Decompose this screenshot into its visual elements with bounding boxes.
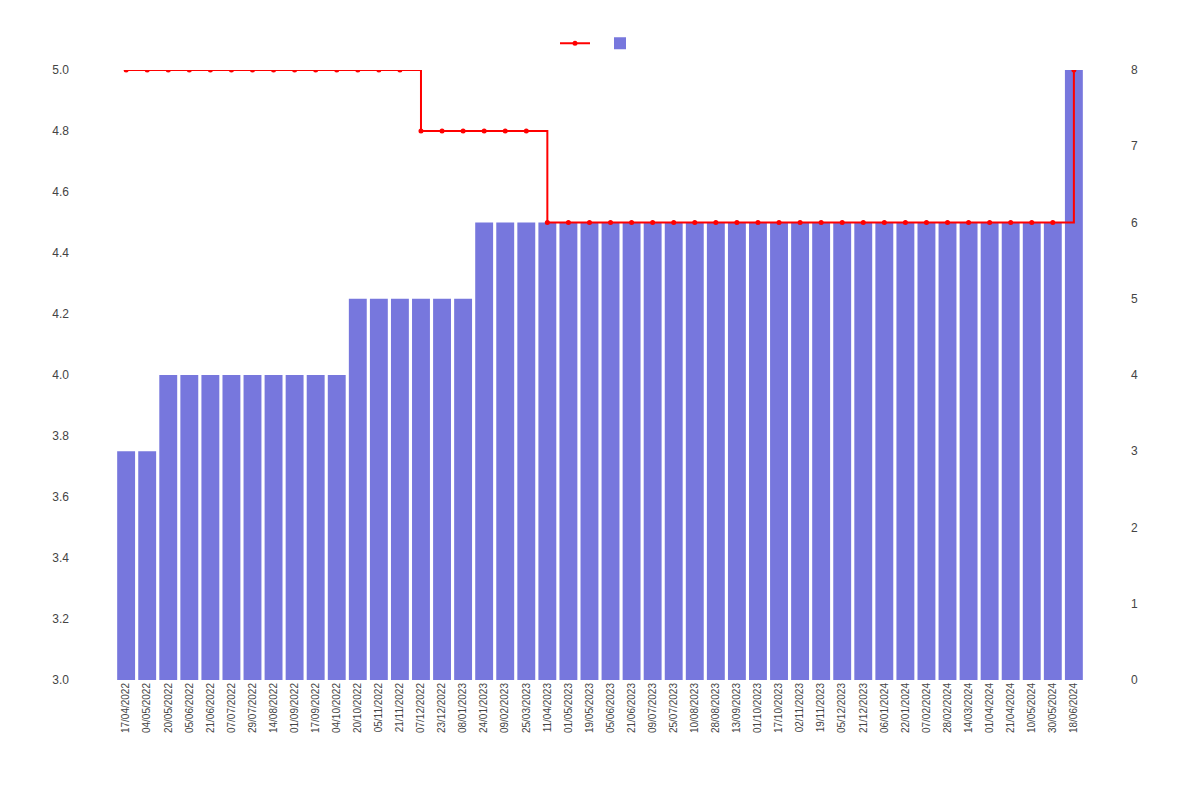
svg-text:14/08/2022: 14/08/2022 [268, 683, 279, 733]
svg-text:20/05/2022: 20/05/2022 [163, 683, 174, 733]
svg-text:7: 7 [1131, 139, 1138, 153]
svg-text:21/11/2022: 21/11/2022 [394, 683, 405, 733]
svg-text:14/03/2024: 14/03/2024 [963, 683, 974, 733]
svg-text:3.2: 3.2 [52, 612, 69, 626]
svg-text:01/05/2023: 01/05/2023 [563, 683, 574, 733]
svg-text:25/03/2023: 25/03/2023 [521, 683, 532, 733]
svg-text:3.6: 3.6 [52, 490, 69, 504]
svg-text:4.2: 4.2 [52, 307, 69, 321]
svg-text:4.8: 4.8 [52, 124, 69, 138]
svg-text:19/05/2023: 19/05/2023 [584, 683, 595, 733]
svg-text:10/05/2024: 10/05/2024 [1026, 683, 1037, 733]
svg-text:17/10/2023: 17/10/2023 [773, 683, 784, 733]
svg-text:4: 4 [1131, 368, 1138, 382]
svg-text:07/12/2022: 07/12/2022 [415, 683, 426, 733]
svg-text:11/04/2023: 11/04/2023 [542, 683, 553, 733]
svg-text:07/02/2024: 07/02/2024 [921, 683, 932, 733]
svg-text:3: 3 [1131, 444, 1138, 458]
svg-text:22/01/2024: 22/01/2024 [900, 683, 911, 733]
svg-text:5.0: 5.0 [52, 63, 69, 77]
svg-text:18/06/2024: 18/06/2024 [1068, 683, 1079, 733]
svg-text:28/02/2024: 28/02/2024 [942, 683, 953, 733]
svg-text:06/01/2024: 06/01/2024 [879, 683, 890, 733]
svg-text:09/02/2023: 09/02/2023 [499, 683, 510, 733]
svg-text:30/05/2024: 30/05/2024 [1047, 683, 1058, 733]
svg-text:02/11/2023: 02/11/2023 [794, 683, 805, 733]
svg-text:21/12/2023: 21/12/2023 [858, 683, 869, 733]
svg-text:09/07/2023: 09/07/2023 [647, 683, 658, 733]
svg-text:2: 2 [1131, 521, 1138, 535]
svg-text:01/10/2023: 01/10/2023 [752, 683, 763, 733]
svg-text:29/07/2022: 29/07/2022 [247, 683, 258, 733]
svg-text:3.4: 3.4 [52, 551, 69, 565]
svg-text:05/11/2022: 05/11/2022 [373, 683, 384, 733]
svg-text:4.0: 4.0 [52, 368, 69, 382]
svg-text:25/07/2023: 25/07/2023 [668, 683, 679, 733]
svg-text:28/08/2023: 28/08/2023 [710, 683, 721, 733]
svg-text:04/10/2022: 04/10/2022 [331, 683, 342, 733]
svg-text:20/10/2022: 20/10/2022 [352, 683, 363, 733]
svg-text:4.6: 4.6 [52, 185, 69, 199]
svg-text:3.8: 3.8 [52, 429, 69, 443]
svg-text:23/12/2022: 23/12/2022 [436, 683, 447, 733]
svg-text:3.0: 3.0 [52, 673, 69, 687]
svg-text:21/06/2023: 21/06/2023 [626, 683, 637, 733]
svg-text:05/06/2023: 05/06/2023 [605, 683, 616, 733]
svg-text:05/06/2022: 05/06/2022 [184, 683, 195, 733]
svg-text:04/05/2022: 04/05/2022 [141, 683, 152, 733]
svg-text:17/04/2022: 17/04/2022 [120, 683, 131, 733]
svg-text:6: 6 [1131, 216, 1138, 230]
svg-text:01/04/2024: 01/04/2024 [984, 683, 995, 733]
svg-text:1: 1 [1131, 597, 1138, 611]
svg-text:13/09/2023: 13/09/2023 [731, 683, 742, 733]
svg-text:5: 5 [1131, 292, 1138, 306]
svg-text:24/01/2023: 24/01/2023 [478, 683, 489, 733]
svg-text:21/06/2022: 21/06/2022 [205, 683, 216, 733]
svg-text:21/04/2024: 21/04/2024 [1005, 683, 1016, 733]
svg-text:0: 0 [1131, 673, 1138, 687]
svg-text:08/01/2023: 08/01/2023 [457, 683, 468, 733]
svg-text:10/08/2023: 10/08/2023 [689, 683, 700, 733]
svg-text:4.4: 4.4 [52, 246, 69, 260]
svg-text:19/11/2023: 19/11/2023 [815, 683, 826, 733]
svg-text:17/09/2022: 17/09/2022 [310, 683, 321, 733]
svg-text:05/12/2023: 05/12/2023 [836, 683, 847, 733]
svg-text:07/07/2022: 07/07/2022 [226, 683, 237, 733]
svg-text:01/09/2022: 01/09/2022 [289, 683, 300, 733]
svg-text:8: 8 [1131, 63, 1138, 77]
